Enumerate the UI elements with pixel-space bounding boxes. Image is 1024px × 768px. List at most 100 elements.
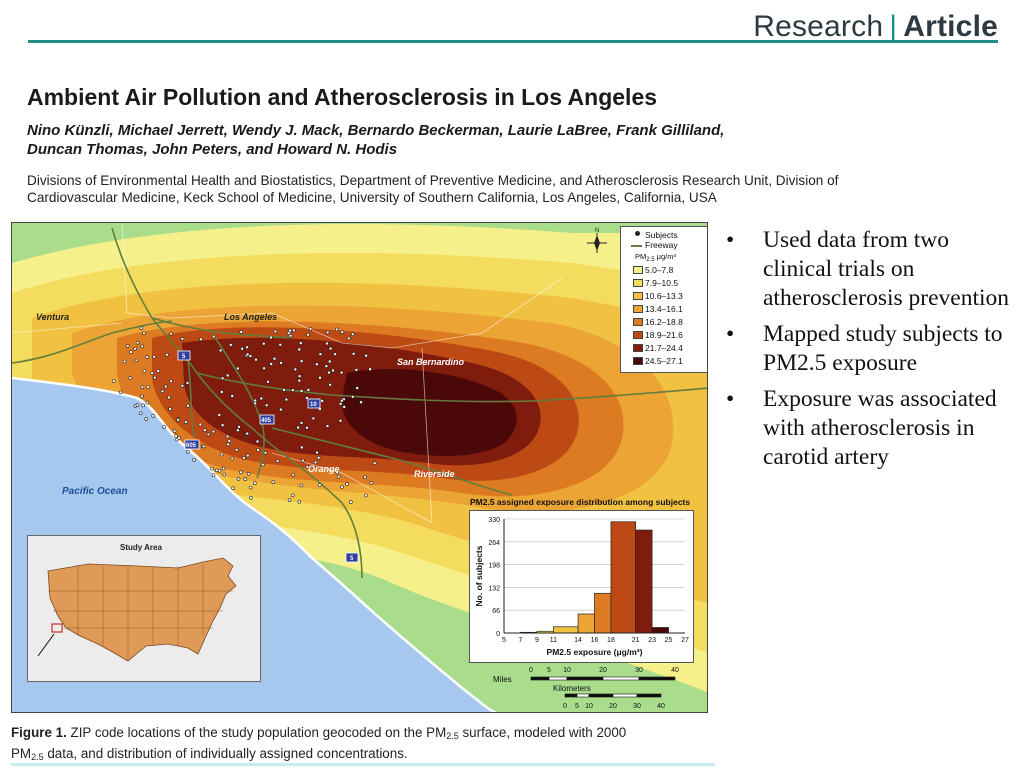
subject-dot [230, 394, 234, 398]
x-tick-label: 16 [591, 637, 599, 644]
scale-miles-tick: 0 [529, 667, 533, 674]
legend-class-label: 24.5–27.1 [645, 356, 683, 366]
exposure-histogram: 0 66 132 198 264 330 5 7 9 11 14 16 18 21 23 25 27 PM2.5 … [469, 510, 694, 663]
subject-dot [351, 332, 355, 337]
scale-miles-tick: 30 [635, 667, 643, 674]
histogram-bar [635, 529, 653, 634]
x-tick-label: 5 [502, 637, 506, 644]
histogram-svg: 0 66 132 198 264 330 5 7 9 11 14 16 18 21 23 25 27 PM2.5 … [474, 517, 689, 657]
subject-dot [318, 352, 323, 356]
scale-bars: Miles 0 5 10 20 30 40 Kilometers 0 5 10 20 30 40 [487, 665, 707, 712]
histogram-bar [553, 626, 579, 634]
study-area-arrow [37, 633, 55, 657]
brand-divider: | [889, 10, 898, 43]
bullet-glyph: • [726, 227, 735, 253]
subject-dot [211, 429, 216, 434]
subject-dot [186, 403, 190, 408]
caption-line-2: PM2.5 data, and distribution of individu… [11, 746, 408, 762]
subject-dot [327, 359, 332, 364]
subject-dot [165, 352, 169, 357]
brand-research: Research [753, 10, 884, 43]
subject-dot [226, 442, 230, 447]
shield-2 [307, 398, 321, 409]
subject-dot [293, 367, 298, 372]
subject-dot [324, 364, 329, 368]
legend-class-label: 21.7–24.4 [645, 343, 683, 353]
subject-dot [186, 449, 190, 454]
x-tick-label: 21 [632, 637, 640, 644]
histogram-bar [651, 627, 669, 634]
subject-dot [129, 350, 133, 354]
affiliation-line-1: Divisions of Environmental Health and Bi… [27, 173, 839, 188]
shield-5 [345, 552, 359, 563]
subject-dot [261, 462, 265, 467]
x-tick-label: 9 [535, 637, 539, 644]
subject-dot [284, 397, 289, 402]
subject-dot [145, 400, 150, 405]
subject-dot [288, 328, 292, 333]
subject-dot [177, 436, 181, 440]
scale-km-segment [636, 693, 662, 698]
subject-dot [214, 468, 219, 473]
subject-dot [325, 330, 330, 335]
subject-dot [199, 337, 203, 342]
subject-dot [290, 388, 295, 392]
journal-brand: Research | Article [753, 10, 998, 44]
subject-dot [230, 456, 234, 461]
subject-dot [364, 353, 368, 358]
subject-dot [354, 368, 359, 372]
subject-dot [299, 389, 304, 393]
subject-dot [334, 327, 339, 332]
legend-class: 10.6–13.3 [633, 291, 683, 301]
legend-class: 21.7–24.4 [633, 343, 683, 353]
subject-dot [203, 428, 207, 432]
label-los-angeles: Los Angeles [224, 312, 278, 322]
subject-dot [140, 344, 144, 349]
scale-km-label: Kilometers [553, 684, 591, 693]
legend-class: 7.9–10.5 [633, 278, 678, 288]
subject-dot [180, 384, 185, 388]
subject-dot [180, 337, 185, 341]
subject-dot [338, 419, 343, 423]
label-riverside: Riverside [414, 469, 455, 479]
shield-3 [259, 414, 275, 425]
subject-dot [297, 347, 302, 352]
subject-dot [288, 334, 293, 338]
subject-dot [167, 395, 171, 400]
legend-swatch [633, 266, 643, 274]
histogram-bar [577, 613, 595, 634]
y-tick-label: 132 [488, 585, 500, 592]
subject-dots [111, 326, 377, 504]
subject-dot [240, 347, 244, 351]
legend-class-label: 18.9–21.6 [645, 330, 683, 340]
bullet-glyph: • [726, 321, 735, 347]
subject-dot [118, 390, 123, 395]
subject-dot [292, 328, 296, 333]
x-tick-label: 23 [648, 637, 656, 644]
subject-dot [246, 472, 251, 476]
subject-dot [151, 414, 155, 418]
subject-dot [220, 423, 225, 427]
legend-class-label: 13.4–16.1 [645, 304, 683, 314]
legend-class: 13.4–16.1 [633, 304, 683, 314]
shield-4 [184, 439, 200, 450]
legend-swatch [633, 344, 643, 352]
subject-dot [271, 480, 276, 485]
x-tick-label: 18 [607, 637, 615, 644]
svg-text:405: 405 [261, 418, 272, 424]
scale-km-tick: 5 [575, 703, 579, 710]
paper-authors: Nino Künzli, Michael Jerrett, Wendy J. M… [27, 121, 957, 159]
subject-dot [145, 355, 150, 359]
study-area-marker [51, 623, 63, 633]
figure-caption: Figure 1. ZIP code locations of the stud… [11, 724, 711, 766]
subject-dot [338, 402, 343, 406]
brand-article: Article [903, 10, 998, 43]
subject-dot [246, 453, 250, 458]
subject-dot [359, 400, 363, 404]
subject-dot [236, 366, 240, 371]
header-rule [28, 40, 998, 43]
subject-dot [245, 352, 250, 357]
subject-dot [351, 352, 356, 356]
scale-km-segment [588, 693, 614, 698]
caption-line-1: Figure 1. ZIP code locations of the stud… [11, 725, 627, 741]
